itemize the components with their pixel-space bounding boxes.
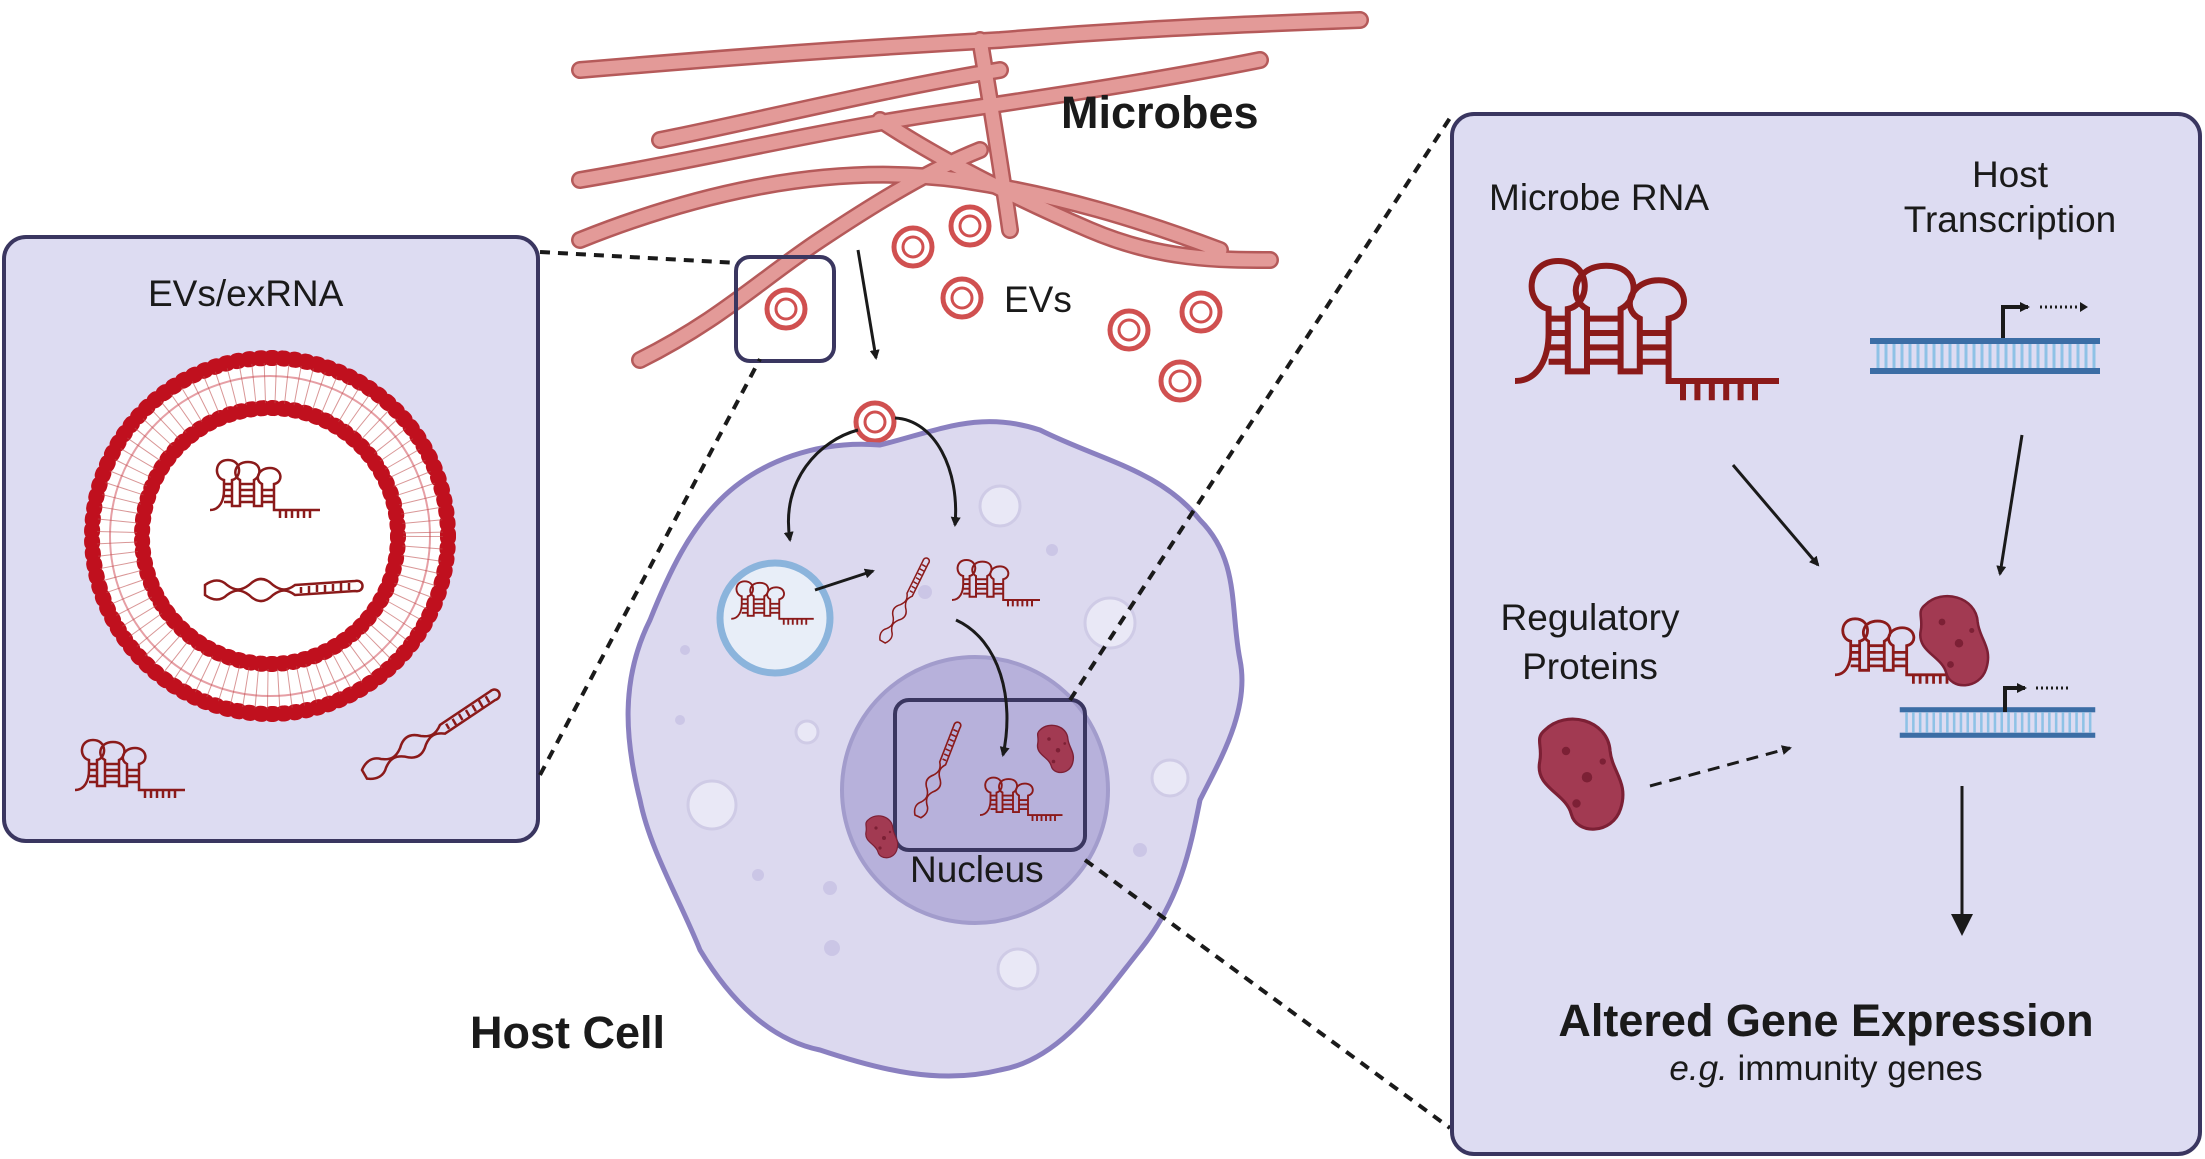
dashed-connector-right-top: [1068, 116, 1452, 702]
regulatory-proteins-line1: Regulatory: [1500, 597, 1680, 638]
arrow-rna-to-complex: [1731, 464, 1820, 567]
dashed-connector-right-bottom: [1083, 858, 1452, 1130]
ev-particles: [856, 207, 1220, 441]
host-transcription-label: Host Transcription: [1880, 154, 2140, 240]
arrow-protein-to-complex: [1649, 745, 1792, 788]
host-cell: [625, 419, 1245, 1079]
arrow-ev-to-cytoplasm: [894, 416, 961, 527]
nucleus-zoom-box: [893, 698, 1087, 852]
arrow-transcription-to-complex: [1996, 434, 2024, 576]
arrow-microbes-to-cell: [856, 249, 880, 360]
microbe-rna-label: Microbe RNA: [1489, 177, 1709, 218]
host-transcription-line1: Host: [1971, 154, 2049, 195]
example-prefix: e.g.: [1669, 1049, 1728, 1088]
evs-label: EVs: [1004, 279, 1072, 320]
dashed-connector-bottom: [538, 358, 762, 776]
dashed-connector-top: [539, 250, 739, 265]
arrow-ev-to-endosome: [783, 428, 859, 542]
example-suffix: immunity genes: [1727, 1049, 1983, 1088]
microbe-filaments: [571, 11, 1369, 369]
microbes-label: Microbes: [1061, 87, 1259, 138]
host-cell-label: Host Cell: [470, 1007, 666, 1058]
regulatory-proteins-label: Regulatory Proteins: [1450, 597, 1730, 687]
nucleus-label: Nucleus: [910, 849, 1044, 890]
arrow-rna-to-nucleus: [955, 618, 1010, 757]
regulatory-complex-graphic: [1833, 594, 2097, 740]
evs-exrna-label: EVs/exRNA: [148, 273, 344, 314]
host-dna-graphic: [1868, 302, 2102, 376]
arrow-endosome-release: [814, 568, 875, 592]
example-label: e.g. immunity genes: [1452, 1049, 2200, 1089]
ev-zoom-box: [734, 255, 836, 363]
altered-gene-expression-label: Altered Gene Expression: [1558, 995, 2094, 1046]
host-transcription-line2: Transcription: [1903, 198, 2117, 240]
ev-membrane: [84, 350, 456, 722]
regulatory-proteins-line2: Proteins: [1522, 645, 1658, 687]
